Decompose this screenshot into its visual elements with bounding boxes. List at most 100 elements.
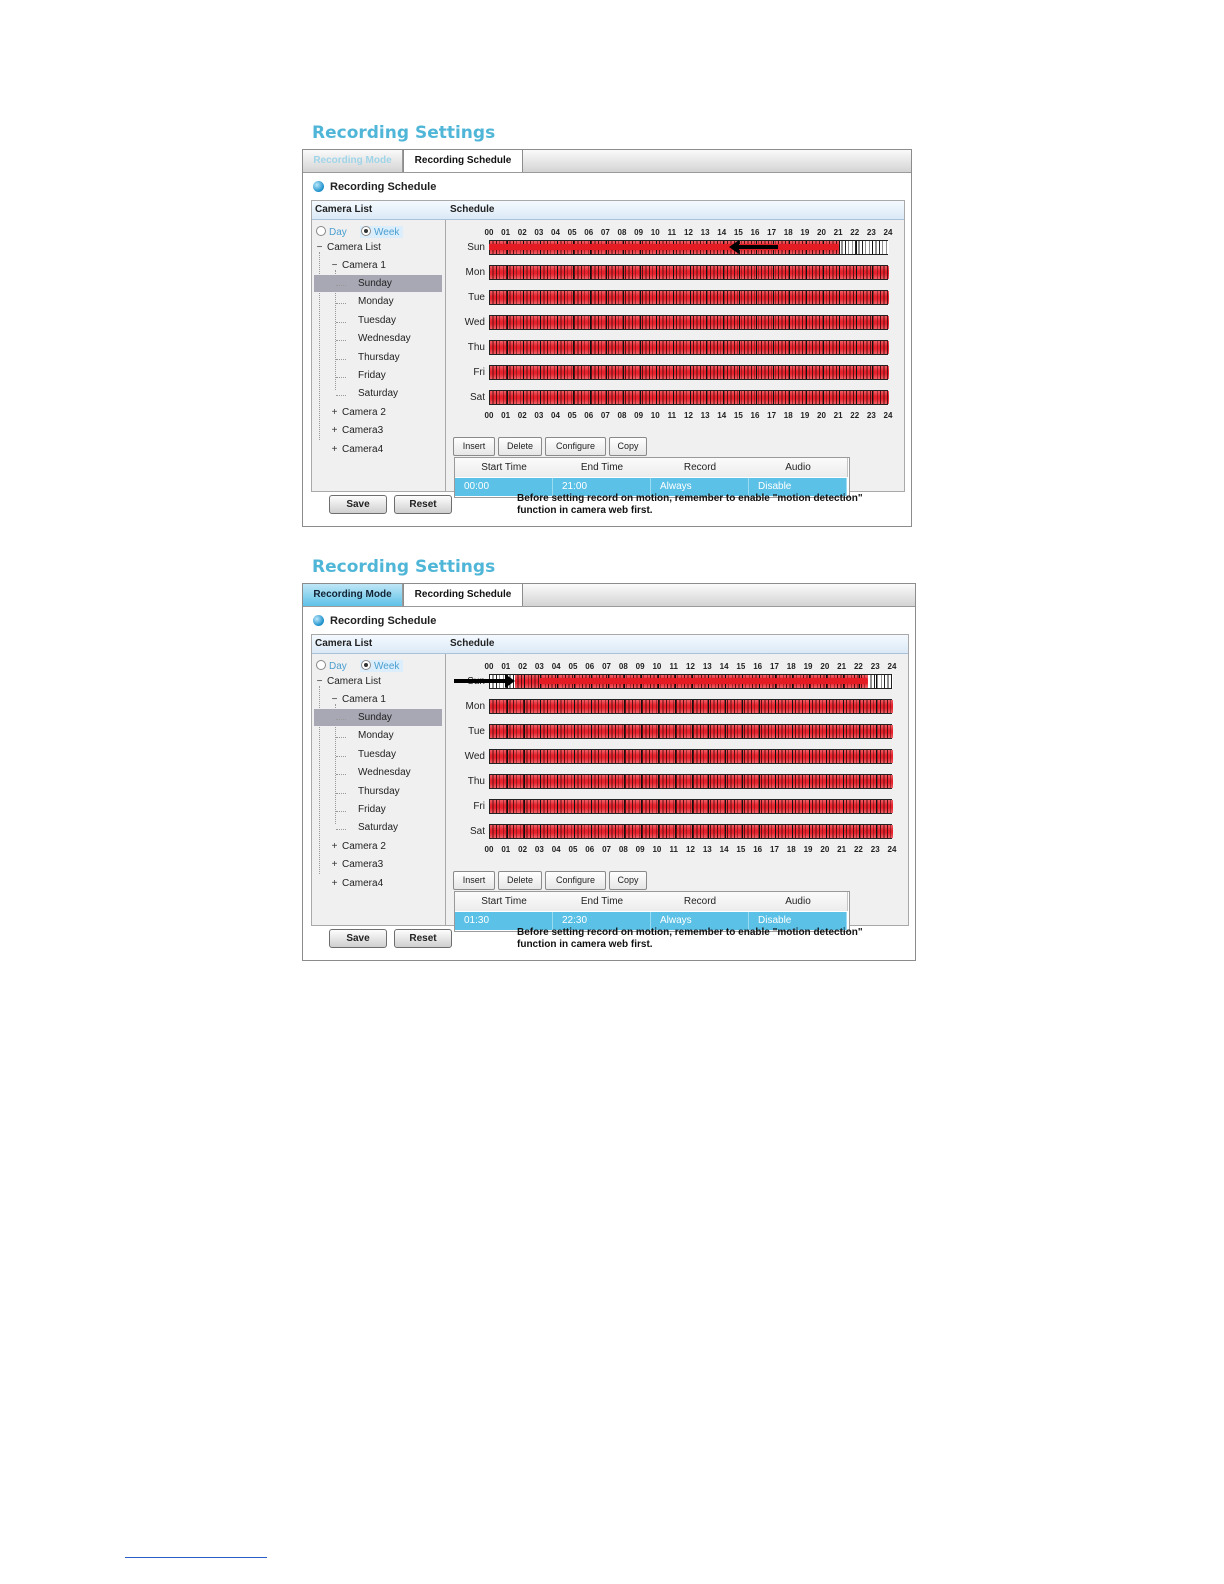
tree-day-wednesday[interactable]: Wednesday	[358, 767, 411, 779]
tree-camera-4[interactable]: + Camera4	[330, 877, 384, 889]
hour-divider	[539, 391, 541, 404]
schedule-bar-fri[interactable]	[489, 365, 889, 380]
schedule-bar-thu[interactable]	[489, 340, 889, 355]
tree-day-monday[interactable]: Monday	[358, 730, 394, 742]
hour-label-top: 20	[820, 662, 830, 671]
view-radio-week[interactable]: Week	[360, 226, 404, 238]
tree-day-tuesday[interactable]: Tuesday	[358, 314, 396, 326]
table-cell[interactable]: Always	[651, 478, 749, 496]
hour-divider	[641, 800, 643, 813]
hour-divider	[573, 341, 575, 354]
collapse-icon[interactable]: −	[331, 260, 338, 271]
table-cell[interactable]: Always	[651, 912, 749, 930]
hour-divider	[672, 266, 674, 279]
radio-day-icon[interactable]	[316, 660, 326, 670]
tree-camera-label: Camera 2	[342, 841, 386, 852]
schedule-bar-mon[interactable]	[489, 699, 893, 714]
tree-day-friday[interactable]: Friday	[358, 804, 386, 815]
table-cell[interactable]: Disable	[749, 912, 847, 930]
tree-day-saturday[interactable]: Saturday	[358, 822, 399, 834]
tab-recording-schedule[interactable]: Recording Schedule	[403, 149, 523, 172]
tree-camera-3[interactable]: + Camera3	[330, 425, 384, 437]
tree-day-tuesday[interactable]: Tuesday	[358, 748, 396, 760]
save-button[interactable]: Save	[329, 929, 387, 948]
hour-divider	[756, 341, 757, 354]
table-cell[interactable]: 22:30	[553, 912, 651, 930]
tree-camera-1[interactable]: − Camera 1	[330, 694, 386, 705]
schedule-bar-tue[interactable]	[489, 724, 893, 739]
table-cell[interactable]: 00:00	[455, 478, 553, 496]
hour-divider	[756, 366, 757, 379]
tree-day-saturday[interactable]: Saturday	[358, 388, 399, 400]
tree-camera-2[interactable]: + Camera 2	[330, 407, 386, 418]
tree-day-sunday[interactable]: Sunday	[358, 278, 392, 289]
expand-icon[interactable]: +	[331, 877, 338, 889]
tab-recording-mode[interactable]: Recording Mode	[303, 584, 403, 606]
schedule-bar-fri[interactable]	[489, 799, 893, 814]
expand-icon[interactable]: +	[331, 407, 338, 418]
tree-day-monday[interactable]: Monday	[358, 296, 394, 308]
expand-icon[interactable]: +	[331, 425, 338, 437]
hour-divider	[523, 366, 525, 379]
tab-recording-schedule[interactable]: Recording Schedule	[403, 583, 523, 606]
hour-divider	[722, 341, 724, 354]
tree-camera-2[interactable]: + Camera 2	[330, 841, 386, 852]
day-label-thu: Thu	[467, 776, 485, 787]
tree-day-sunday[interactable]: Sunday	[358, 712, 392, 723]
tree-day-wednesday[interactable]: Wednesday	[358, 333, 411, 345]
tab-recording-mode[interactable]: Recording Mode	[303, 150, 403, 172]
hour-divider	[756, 391, 757, 404]
tree-camera-list[interactable]: − Camera List	[315, 242, 381, 253]
schedule-bar-wed[interactable]	[489, 749, 893, 764]
view-radio-day[interactable]: Day	[316, 660, 347, 672]
schedule-bar-mon[interactable]	[489, 265, 889, 280]
expand-icon[interactable]: +	[331, 443, 338, 455]
collapse-icon[interactable]: −	[331, 694, 338, 705]
screenshot-recording-settings-2: Recording Settings Recording Mode Recordin…	[302, 557, 916, 961]
configure-button[interactable]: Configure	[545, 871, 606, 890]
hour-label-bottom: 01	[501, 845, 511, 854]
radio-day-icon[interactable]	[316, 226, 326, 236]
tree-day-friday[interactable]: Friday	[358, 370, 386, 381]
tree-day-thursday[interactable]: Thursday	[358, 785, 400, 797]
copy-button[interactable]: Copy	[609, 871, 647, 890]
tree-day-thursday[interactable]: Thursday	[358, 351, 400, 363]
configure-button[interactable]: Configure	[545, 437, 606, 456]
hour-divider	[708, 750, 710, 763]
radio-week-icon[interactable]	[361, 226, 371, 236]
view-radio-day[interactable]: Day	[316, 226, 347, 238]
tree-camera-3[interactable]: + Camera3	[330, 859, 384, 871]
tree-camera-list[interactable]: − Camera List	[315, 676, 381, 687]
table-cell[interactable]: 01:30	[455, 912, 553, 930]
view-radio-week[interactable]: Week	[360, 660, 404, 672]
reset-button[interactable]: Reset	[394, 495, 452, 514]
tree-camera-4[interactable]: + Camera4	[330, 443, 384, 455]
hour-divider	[656, 341, 658, 354]
save-button[interactable]: Save	[329, 495, 387, 514]
schedule-bar-thu[interactable]	[489, 774, 893, 789]
copy-button[interactable]: Copy	[609, 437, 647, 456]
delete-button[interactable]: Delete	[498, 437, 542, 456]
schedule-bar-tue[interactable]	[489, 290, 889, 305]
collapse-icon[interactable]: −	[316, 242, 323, 253]
schedule-bar-sat[interactable]	[489, 824, 893, 839]
collapse-icon[interactable]: −	[316, 676, 323, 687]
schedule-bar-wed[interactable]	[489, 315, 889, 330]
hour-divider	[859, 725, 861, 738]
insert-button[interactable]: Insert	[453, 437, 495, 456]
hour-divider	[756, 291, 757, 304]
radio-week-icon[interactable]	[361, 660, 371, 670]
schedule-bar-sat[interactable]	[489, 390, 889, 405]
hour-divider	[725, 750, 727, 763]
delete-button[interactable]: Delete	[498, 871, 542, 890]
expand-icon[interactable]: +	[331, 859, 338, 871]
insert-button[interactable]: Insert	[453, 871, 495, 890]
hour-divider	[739, 291, 741, 304]
table-cell[interactable]: 21:00	[553, 478, 651, 496]
reset-button[interactable]: Reset	[394, 929, 452, 948]
hour-divider	[540, 750, 542, 763]
hour-divider	[758, 700, 760, 713]
tree-camera-1[interactable]: − Camera 1	[330, 260, 386, 271]
expand-icon[interactable]: +	[331, 841, 338, 852]
table-cell[interactable]: Disable	[749, 478, 847, 496]
